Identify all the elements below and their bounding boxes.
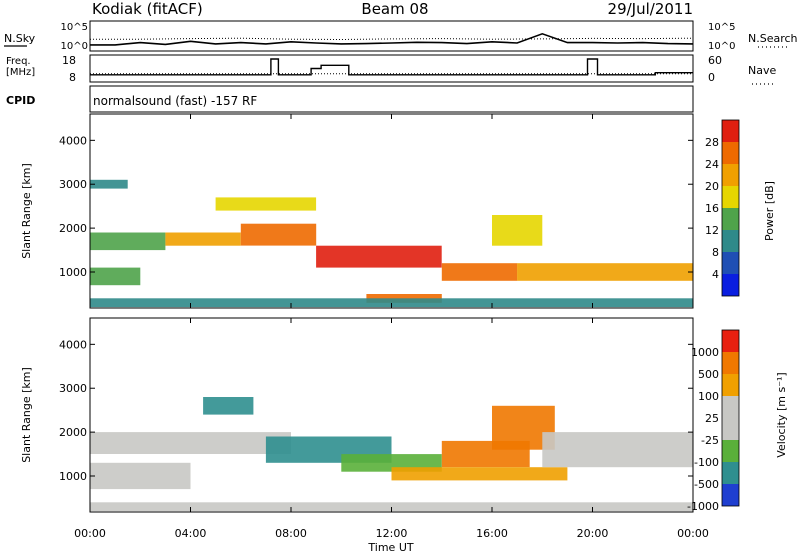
frequency-series-line (90, 59, 693, 75)
velocity-colorbar-segment (722, 396, 739, 418)
noise-right-tick-bottom: 10^0 (708, 41, 735, 52)
power-cell (316, 246, 442, 268)
velocity-colorbar-tick: 500 (698, 368, 719, 381)
velocity-colorbar-segment (722, 374, 739, 396)
noise-left-tick-top: 10^5 (61, 22, 88, 33)
velocity-colorbar-segment (722, 352, 739, 374)
x-tick-label: 00:00 (677, 527, 709, 540)
velocity-colorbar-tick: -1000 (687, 500, 719, 513)
nsky-label: N.Sky (4, 32, 36, 45)
frequency-panel-frame (90, 55, 693, 82)
power-cell (241, 224, 316, 246)
nave-label: Nave (748, 64, 776, 77)
frequency-panel: Freq. [MHz] 18 8 60 0 Nave (6, 54, 776, 84)
velocity-colorbar-label: Velocity [m s⁻¹] (775, 372, 788, 457)
velocity-cell (392, 467, 568, 480)
velocity-y-tick-label: 3000 (59, 382, 87, 395)
velocity-colorbar-tick: 100 (698, 390, 719, 403)
power-y-tick-label: 4000 (59, 134, 87, 147)
power-colorbar-segment (722, 186, 739, 208)
noise-right-tick-top: 10^5 (708, 22, 735, 33)
x-tick-label: 20:00 (577, 527, 609, 540)
x-tick-label: 16:00 (476, 527, 508, 540)
power-y-tick-label: 2000 (59, 222, 87, 235)
nave-tick-bottom: 0 (708, 71, 715, 84)
power-cell (90, 233, 165, 251)
power-colorbar-tick: 12 (705, 224, 719, 237)
power-colorbar: 4 8 12 16 20 24 28 (705, 120, 739, 296)
x-tick-label: 08:00 (275, 527, 307, 540)
power-colorbar-segment (722, 120, 739, 142)
freq-tick-bottom: 8 (69, 71, 76, 84)
date-title: 29/Jul/2011 (608, 0, 693, 18)
velocity-cell (542, 432, 693, 467)
beam-title: Beam 08 (361, 0, 428, 18)
noise-panel: N.Sky 10^5 10^0 10^5 10^0 N.Search (4, 21, 798, 52)
power-colorbar-segment (722, 208, 739, 230)
power-colorbar-tick: 8 (712, 246, 719, 259)
x-tick-label: 00:00 (74, 527, 106, 540)
power-cell (165, 233, 240, 246)
radar-summary-plot: Kodiak (fitACF) Beam 08 29/Jul/2011 N.Sk… (0, 0, 800, 554)
velocity-colorbar-segment (722, 418, 739, 440)
cpid-panel: CPID normalsound (fast) -157 RF (6, 86, 693, 112)
velocity-panel: 1000 2000 3000 4000 Slant Range [km] 1000 50… (20, 318, 788, 513)
velocity-ylabel: Slant Range [km] (20, 367, 33, 463)
velocity-colorbar-tick: -100 (694, 456, 719, 469)
freq-label: Freq. (6, 56, 31, 67)
nave-tick-top: 60 (708, 54, 722, 67)
power-colorbar-segment (722, 230, 739, 252)
noise-left-tick-bottom: 10^0 (61, 41, 88, 52)
power-colorbar-tick: 4 (712, 268, 719, 281)
power-colorbar-label: Power [dB] (763, 181, 776, 241)
velocity-colorbar-tick: -25 (701, 434, 719, 447)
velocity-cell (203, 397, 253, 415)
velocity-heatmap-cells (90, 397, 693, 511)
freq-tick-top: 18 (62, 54, 76, 67)
power-cell (90, 268, 140, 286)
power-colorbar-tick: 20 (705, 180, 719, 193)
power-cell (90, 180, 128, 189)
velocity-colorbar-tick: 1000 (691, 346, 719, 359)
power-y-tick-label: 1000 (59, 266, 87, 279)
velocity-y-tick-label: 4000 (59, 338, 87, 351)
velocity-colorbar-segment (722, 462, 739, 484)
power-y-tick-label: 3000 (59, 178, 87, 191)
cpid-program: normalsound (fast) -157 RF (93, 94, 257, 108)
station-title: Kodiak (fitACF) (92, 0, 203, 18)
nsky-series-line (90, 34, 693, 45)
x-axis-label: Time UT (367, 541, 413, 554)
power-heatmap-cells (90, 180, 693, 307)
power-colorbar-segment (722, 274, 739, 296)
nsearch-series-line (90, 38, 693, 39)
cpid-label: CPID (6, 94, 35, 107)
power-cell (517, 263, 693, 281)
velocity-y-tick-label: 2000 (59, 426, 87, 439)
velocity-cell (90, 463, 191, 489)
power-colorbar-tick: 24 (705, 158, 719, 171)
nsearch-label: N.Search (748, 32, 798, 45)
velocity-colorbar-segment (722, 484, 739, 506)
velocity-colorbar-tick: 25 (705, 412, 719, 425)
power-cell (442, 263, 517, 281)
power-colorbar-tick: 16 (705, 202, 719, 215)
power-colorbar-tick: 28 (705, 136, 719, 149)
velocity-colorbar-segment (722, 440, 739, 462)
power-colorbar-segment (722, 142, 739, 164)
velocity-colorbar: 1000 500 100 25 -25 -100 -500 -1000 (687, 330, 739, 513)
power-colorbar-segment (722, 252, 739, 274)
velocity-colorbar-segment (722, 330, 739, 352)
x-tick-label: 12:00 (376, 527, 408, 540)
power-cell (492, 215, 542, 246)
power-ylabel: Slant Range [km] (20, 163, 33, 259)
power-cell (216, 197, 317, 210)
x-tick-label: 04:00 (175, 527, 207, 540)
mhz-label: [MHz] (6, 67, 35, 78)
noise-panel-frame (90, 21, 693, 51)
power-colorbar-segment (722, 164, 739, 186)
power-panel: 1000 2000 3000 4000 Slant Range [km] 4 8 12 16… (20, 114, 776, 308)
velocity-y-tick-label: 1000 (59, 470, 87, 483)
velocity-cell (90, 432, 291, 454)
velocity-colorbar-tick: -500 (694, 478, 719, 491)
